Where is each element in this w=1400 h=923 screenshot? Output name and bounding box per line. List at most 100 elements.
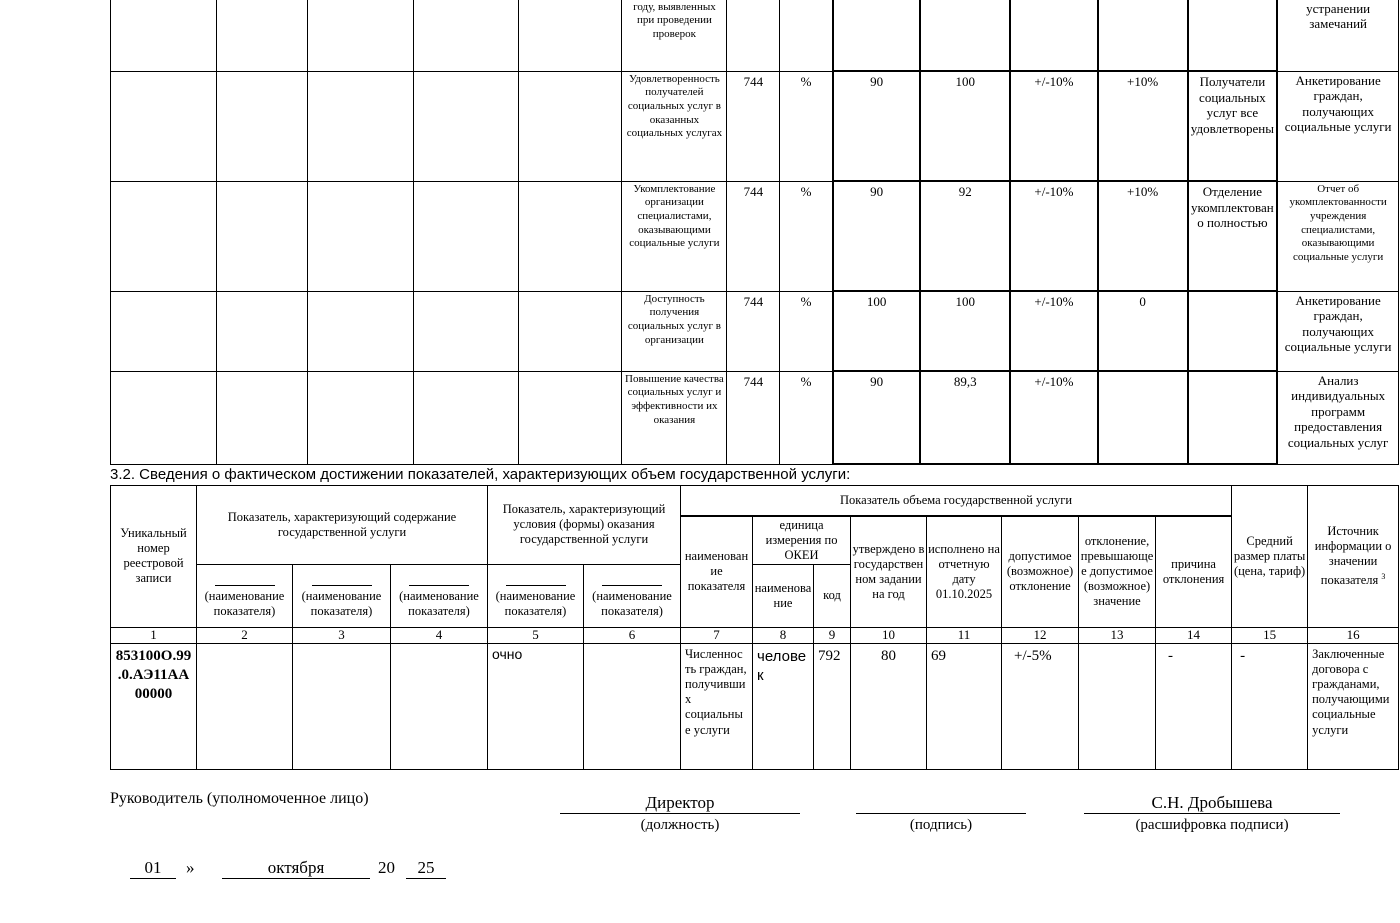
- header-deviation-reason: причина отклонения: [1155, 515, 1233, 628]
- empty-cell: [215, 370, 308, 465]
- cell-unit: %: [779, 180, 834, 292]
- cell-approved: 100: [831, 290, 922, 372]
- cell-source: Анкетирование граждан, получающих социал…: [1276, 70, 1400, 182]
- header-conditions-indicator: Показатель, характеризующий условия (фор…: [486, 485, 682, 565]
- cell-allowed: +/-5%: [1001, 642, 1080, 770]
- cell-unit-name: человек: [752, 642, 815, 770]
- header-indicator-3: (наименование показателя): [292, 563, 391, 628]
- empty-cell: [110, 70, 217, 182]
- cell-reason: [1186, 290, 1279, 372]
- date-month: октября: [222, 858, 370, 879]
- cell-source: Анализ индивидуальных программ предостав…: [1276, 370, 1400, 465]
- empty-cell: [215, 0, 308, 72]
- empty-cell: [412, 290, 519, 372]
- cell-name: Удовлетворенность получателей социальных…: [621, 70, 728, 182]
- empty-cell: [306, 370, 414, 465]
- empty-cell: [412, 70, 519, 182]
- cell-name: году, выявленных при проведении проверок: [621, 0, 728, 72]
- name-field: С.Н. Дробышева: [1084, 793, 1340, 814]
- cell-allowed: +/-10%: [1009, 180, 1099, 292]
- quality-indicators-table: году, выявленных при проведении проверок…: [110, 0, 1400, 465]
- empty-cell: [306, 70, 414, 182]
- column-number: 15: [1231, 626, 1309, 644]
- cell-fee: -: [1231, 642, 1309, 770]
- cell-allowed: +/-10%: [1009, 370, 1099, 465]
- table-row: году, выявленных при проведении проверок…: [110, 0, 1400, 72]
- cell-unit: %: [779, 370, 834, 465]
- column-number: 11: [926, 626, 1003, 644]
- head-label: Руководитель (уполномоченное лицо): [110, 790, 369, 807]
- cell-source: Отчет об укомплектованности учреждения с…: [1276, 180, 1400, 292]
- header-source: Источник информации о значении показател…: [1307, 485, 1400, 628]
- table-row: Доступность получения социальных услуг в…: [110, 290, 1400, 372]
- empty-cell: [110, 0, 217, 72]
- empty-cell: [215, 180, 308, 292]
- signature-field: [856, 793, 1026, 814]
- empty-cell: [517, 370, 623, 465]
- empty-cell: [412, 180, 519, 292]
- empty-cell: [412, 0, 519, 72]
- cell-reason: -: [1155, 642, 1233, 770]
- empty-cell: [110, 370, 217, 465]
- empty-cell: [306, 0, 414, 72]
- table-row: Повышение качества социальных услуг и эф…: [110, 370, 1400, 465]
- empty-cell: [215, 70, 308, 182]
- date-day: 01: [130, 858, 176, 879]
- cell-actual: 92: [919, 180, 1012, 292]
- header-volume-indicator: Показатель объема государственной услуги: [680, 485, 1233, 517]
- cell-code: 744: [726, 180, 781, 292]
- cell-reason: [1186, 370, 1279, 465]
- empty-cell: [110, 180, 217, 292]
- header-indicator-2: (наименование показателя): [196, 563, 293, 628]
- date-year-prefix: 20: [378, 858, 395, 877]
- column-number: 8: [752, 626, 815, 644]
- empty-cell: [517, 180, 623, 292]
- column-number: 9: [813, 626, 852, 644]
- cell-actual: [919, 0, 1012, 72]
- date-quote: »: [186, 858, 195, 877]
- header-actual: исполнено на отчетную дату 01.10.2025: [926, 515, 1003, 628]
- empty-cell: [215, 290, 308, 372]
- empty-cell: [517, 0, 623, 72]
- header-content-indicator: Показатель, характеризующий содержание г…: [196, 485, 488, 565]
- cell-source: устранении замечаний: [1276, 0, 1400, 72]
- cell-exceed: [1078, 642, 1157, 770]
- column-number: 6: [582, 626, 682, 644]
- cell-exceed: +10%: [1096, 180, 1189, 292]
- header-indicator-5: (наименование показателя): [487, 563, 584, 628]
- cell-code: [726, 0, 781, 72]
- header-unit-code: код: [813, 563, 852, 628]
- header-fee: Средний размер платы (цена, тариф): [1231, 485, 1309, 628]
- signature-caption: (подпись): [909, 817, 973, 833]
- empty-cell: [306, 180, 414, 292]
- header-unit: единица измерения по ОКЕИ: [752, 515, 852, 565]
- header-indicator-6: (наименование показателя): [582, 563, 682, 628]
- cell-name: Укомплектование организации специалистам…: [621, 180, 728, 292]
- name-caption: (расшифровка подписи): [1135, 817, 1289, 833]
- section-title: 3.2. Сведения о фактическом достижении п…: [110, 466, 851, 483]
- cell-name: Повышение качества социальных услуг и эф…: [621, 370, 728, 465]
- empty-cell: [110, 290, 217, 372]
- column-number: 5: [487, 626, 584, 644]
- cell-exceed: [1096, 370, 1189, 465]
- cell-unit: %: [779, 290, 834, 372]
- column-number: 1: [110, 626, 197, 644]
- column-number: 14: [1155, 626, 1233, 644]
- date-year-suffix: 25: [406, 858, 446, 879]
- cell-c3: [292, 642, 391, 770]
- position-caption: (должность): [640, 817, 720, 833]
- cell-code: 744: [726, 370, 781, 465]
- cell-approved: 80: [850, 642, 928, 770]
- column-number: 10: [850, 626, 928, 644]
- cell-c4: [390, 642, 488, 770]
- cell-allowed: [1009, 0, 1099, 72]
- column-number: 4: [390, 626, 488, 644]
- position-field: Директор: [560, 793, 800, 814]
- column-number: 2: [196, 626, 293, 644]
- cell-indicator-name: Численность граждан, получивших социальн…: [680, 642, 754, 770]
- empty-cell: [517, 290, 623, 372]
- empty-cell: [412, 370, 519, 465]
- cell-unique-number: 853100О.99.0.АЭ11АА00000: [110, 642, 197, 770]
- cell-unit: %: [779, 70, 834, 182]
- table-row: Укомплектование организации специалистам…: [110, 180, 1400, 292]
